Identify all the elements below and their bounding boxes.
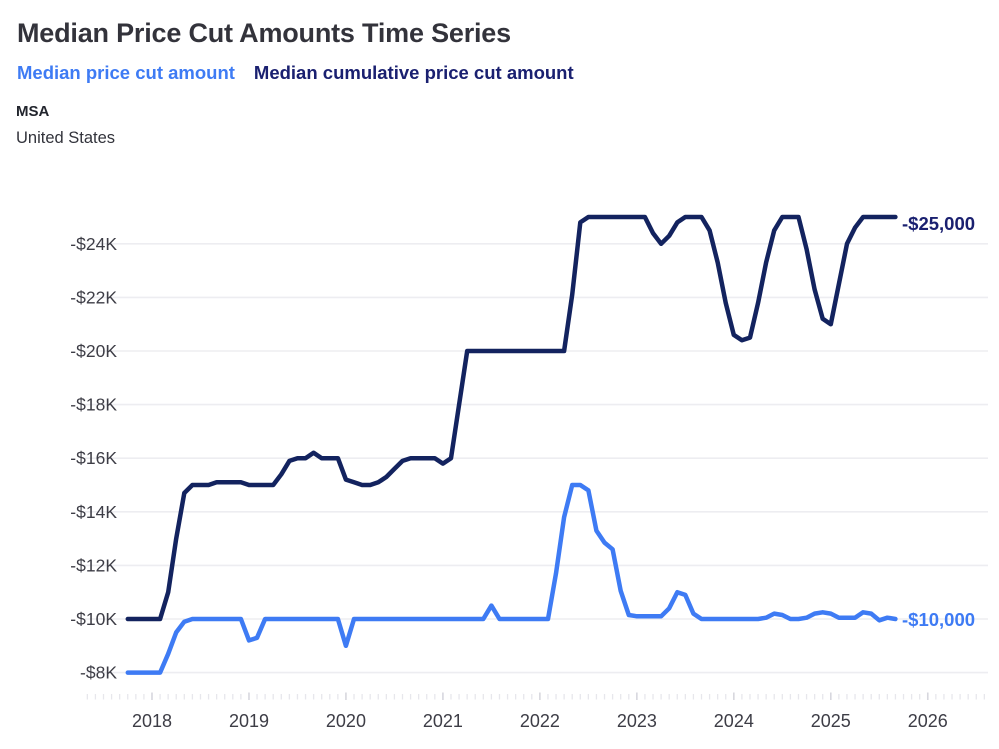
- y-axis-tick-label: -$12K: [70, 555, 117, 575]
- series-end-label-median_cumulative_price_cut: -$25,000: [902, 213, 975, 234]
- series-line-median_price_cut[interactable]: [125, 482, 898, 675]
- chart-legend: Median price cut amount Median cumulativ…: [17, 62, 574, 84]
- x-axis-year-label: 2025: [811, 711, 851, 731]
- y-axis-tick-label: -$18K: [70, 395, 117, 415]
- legend-item-median-price-cut[interactable]: Median price cut amount: [17, 62, 235, 83]
- x-axis-year-label: 2024: [714, 711, 754, 731]
- msa-filter: MSA United States: [16, 103, 115, 148]
- page-title: Median Price Cut Amounts Time Series: [17, 18, 511, 48]
- legend-item-median-cumulative-price-cut[interactable]: Median cumulative price cut amount: [253, 62, 574, 83]
- x-axis-year-label: 2023: [617, 711, 657, 731]
- y-axis-tick-label: -$8K: [80, 663, 117, 683]
- y-axis-tick-label: -$20K: [70, 341, 117, 361]
- x-axis-year-label: 2018: [132, 711, 172, 731]
- y-axis-tick-label: -$14K: [70, 502, 117, 522]
- y-axis-tick-label: -$10K: [70, 609, 117, 629]
- y-axis-tick-label: -$22K: [70, 287, 117, 307]
- y-axis-tick-label: -$16K: [70, 448, 117, 468]
- x-axis-year-label: 2019: [229, 711, 269, 731]
- x-axis-year-label: 2026: [908, 711, 948, 731]
- msa-filter-label: MSA: [16, 103, 50, 120]
- series-line-median_cumulative_price_cut[interactable]: [125, 214, 898, 622]
- y-axis-tick-label: -$24K: [70, 234, 117, 254]
- x-axis-year-label: 2020: [326, 711, 366, 731]
- x-axis-year-label: 2021: [423, 711, 463, 731]
- msa-filter-value[interactable]: United States: [16, 129, 116, 147]
- series-end-label-median_price_cut: -$10,000: [902, 609, 975, 630]
- x-axis-year-label: 2022: [520, 711, 560, 731]
